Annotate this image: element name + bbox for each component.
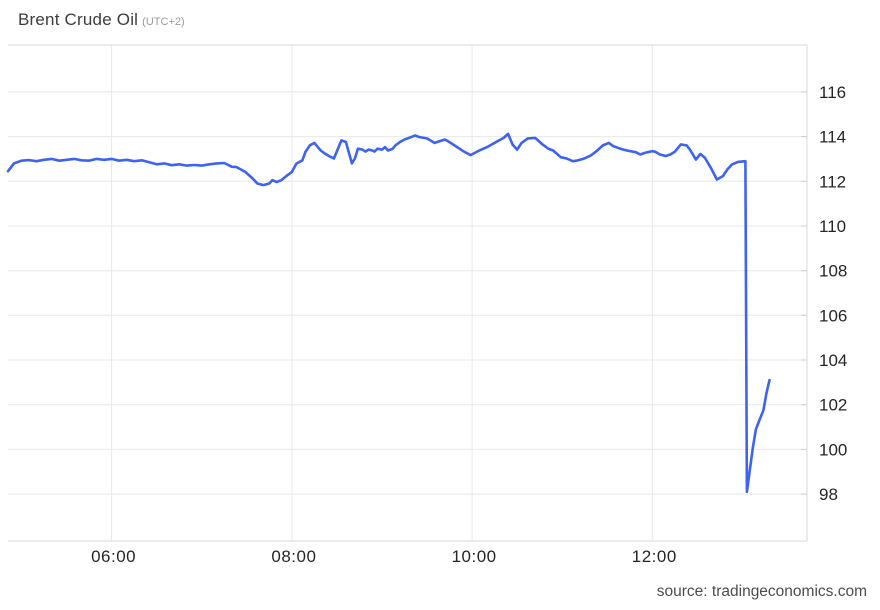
price-line [6, 132, 771, 494]
y-tick-label: 108 [819, 262, 847, 281]
y-tick-label: 104 [819, 351, 847, 370]
y-tick-label: 112 [819, 172, 846, 191]
chart-header: Brent Crude Oil (UTC+2) [18, 10, 185, 30]
x-tick-label: 06:00 [91, 547, 136, 566]
y-tick-label: 100 [819, 440, 847, 459]
x-tick-label: 10:00 [452, 547, 497, 566]
y-tick-label: 114 [819, 128, 846, 147]
page-title: Brent Crude Oil [18, 10, 139, 29]
x-tick-label: 12:00 [632, 547, 677, 566]
y-tick-label: 116 [819, 83, 846, 102]
source-attribution: source: tradingeconomics.com [656, 583, 867, 600]
y-tick-label: 98 [819, 485, 838, 504]
x-tick-label: 08:00 [271, 547, 316, 566]
y-tick-label: 106 [819, 306, 847, 325]
timezone-note: (UTC+2) [142, 16, 185, 28]
y-tick-label: 110 [819, 217, 846, 236]
grid-layer [8, 45, 807, 541]
series-layer [6, 132, 771, 494]
y-tick-label: 102 [819, 396, 847, 415]
axis-layer: 98 100 102 104 106 108 110 112 114 116 06:00 08:00 1… [8, 44, 847, 566]
